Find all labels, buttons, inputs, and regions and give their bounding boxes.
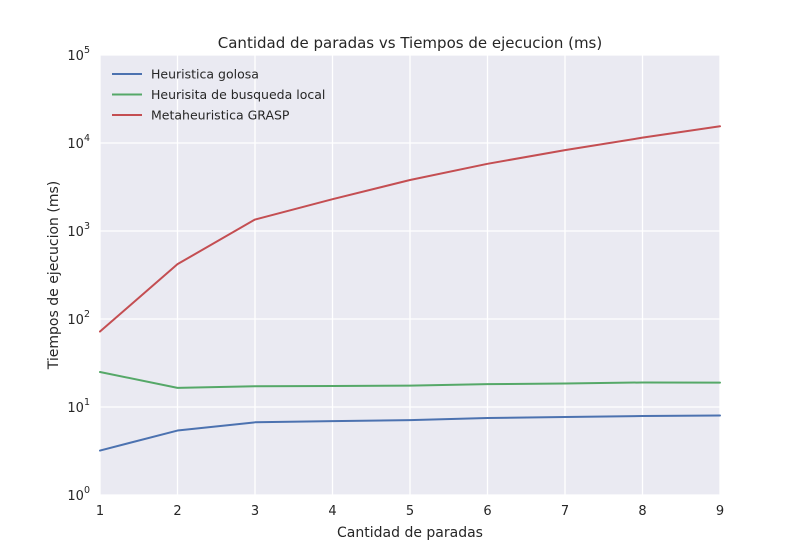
x-tick-label: 3 xyxy=(251,504,259,519)
series-lines xyxy=(99,125,721,452)
x-tick-label: 1 xyxy=(96,504,104,519)
x-tick-label: 4 xyxy=(328,504,336,519)
series-line-3 xyxy=(99,125,721,333)
legend-label: Heuristica golosa xyxy=(151,67,259,82)
legend: Heuristica golosa Heurisita de busqueda l… xyxy=(112,67,325,123)
x-tick-label: 6 xyxy=(483,504,491,519)
y-tick-label: 105 xyxy=(67,45,90,64)
x-tick-label: 7 xyxy=(561,504,569,519)
y-tick-label: 100 xyxy=(67,485,90,504)
x-tick-label: 9 xyxy=(716,504,724,519)
x-tick-label: 8 xyxy=(638,504,646,519)
y-tick-label: 102 xyxy=(67,309,90,328)
y-axis-label: Tiempos de ejecucion (ms) xyxy=(46,181,62,370)
series-line-1 xyxy=(99,414,721,452)
y-tick-label: 101 xyxy=(67,397,90,416)
legend-label: Heurisita de busqueda local xyxy=(151,87,325,102)
legend-label: Metaheuristica GRASP xyxy=(151,108,290,123)
x-tick-label: 2 xyxy=(173,504,181,519)
x-axis-label: Cantidad de paradas xyxy=(337,525,483,541)
chart-title: Cantidad de paradas vs Tiempos de ejecuc… xyxy=(218,34,602,52)
y-tick-label: 103 xyxy=(67,221,90,240)
y-tick-label: 104 xyxy=(67,133,90,152)
x-tick-label: 5 xyxy=(406,504,414,519)
series-line-2 xyxy=(99,370,721,389)
x-tick-labels: 1 2 3 4 5 6 7 8 9 xyxy=(96,504,724,519)
grid-lines xyxy=(99,54,721,496)
y-tick-labels: 100 101 102 103 104 105 xyxy=(67,45,90,504)
